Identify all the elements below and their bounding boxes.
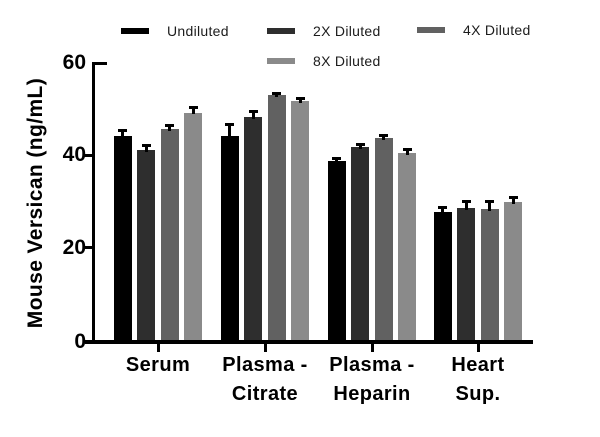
error-bar-cap bbox=[118, 129, 128, 133]
y-tick-label-40: 40 bbox=[62, 143, 86, 166]
error-bar-whisker bbox=[228, 124, 232, 138]
error-bar-cap bbox=[508, 195, 518, 199]
legend-swatch-4x-diluted bbox=[417, 27, 445, 33]
legend-item-4x-diluted: 4X Diluted bbox=[417, 22, 531, 38]
bar-plasma---citrate-1 bbox=[244, 117, 263, 340]
bar-heart-sup--2 bbox=[480, 208, 499, 340]
y-axis-title: Mouse Versican (ng/mL) bbox=[24, 77, 47, 329]
legend-label-undiluted: Undiluted bbox=[167, 23, 229, 39]
x-tick-mark-0 bbox=[156, 344, 160, 352]
error-bar-cap bbox=[485, 200, 495, 204]
y-axis-line bbox=[92, 62, 95, 343]
error-bar-whisker bbox=[144, 145, 148, 152]
legend-label-4x-diluted: 4X Diluted bbox=[463, 22, 531, 38]
error-bar-whisker bbox=[251, 111, 255, 120]
x-tick-mark-1 bbox=[263, 344, 267, 352]
legend-item-8x-diluted: 8X Diluted bbox=[267, 53, 381, 69]
error-bar-cap bbox=[402, 147, 412, 151]
bar-serum-2 bbox=[160, 128, 179, 340]
legend-label-2x-diluted: 2X Diluted bbox=[313, 23, 381, 39]
error-bar-cap bbox=[248, 110, 258, 114]
error-bar-whisker bbox=[405, 149, 409, 155]
bar-serum-1 bbox=[137, 149, 156, 340]
y-tick-label-60: 60 bbox=[62, 51, 86, 74]
error-bar-cap bbox=[438, 205, 448, 209]
x-axis-label-plasma---heparin: Plasma - Heparin bbox=[329, 354, 415, 405]
error-bar-whisker bbox=[441, 207, 445, 215]
error-bar-cap bbox=[188, 106, 198, 110]
bar-plasma---heparin-2 bbox=[374, 137, 393, 340]
x-tick-mark-3 bbox=[476, 344, 480, 352]
y-tick-label-0: 0 bbox=[74, 330, 86, 353]
error-bar-cap bbox=[165, 124, 175, 128]
x-axis-label-plasma---citrate: Plasma - Citrate bbox=[222, 354, 308, 405]
bar-heart-sup--1 bbox=[457, 207, 476, 340]
legend-label-8x-diluted: 8X Diluted bbox=[313, 53, 381, 69]
error-bar-whisker bbox=[488, 201, 492, 211]
x-axis-label-serum: Serum bbox=[125, 354, 191, 376]
legend-item-2x-diluted: 2X Diluted bbox=[267, 23, 381, 39]
legend-swatch-8x-diluted bbox=[267, 58, 295, 64]
error-bar-cap bbox=[141, 143, 151, 147]
legend-swatch-2x-diluted bbox=[267, 28, 295, 34]
error-bar-cap bbox=[295, 96, 305, 100]
error-bar-whisker bbox=[511, 197, 515, 204]
bar-heart-sup--0 bbox=[433, 212, 452, 340]
error-bar-cap bbox=[461, 200, 471, 204]
bar-plasma---citrate-0 bbox=[220, 135, 239, 340]
bar-heart-sup--3 bbox=[504, 201, 523, 340]
bar-serum-3 bbox=[184, 112, 203, 340]
y-tick-mark-60 bbox=[95, 62, 107, 65]
error-bar-whisker bbox=[298, 98, 302, 103]
bar-plasma---citrate-3 bbox=[291, 100, 310, 340]
error-bar-whisker bbox=[168, 125, 172, 131]
error-bar-cap bbox=[272, 91, 282, 95]
error-bar-cap bbox=[355, 142, 365, 146]
error-bar-whisker bbox=[191, 107, 195, 115]
x-axis-label-heart-sup-: Heart Sup. bbox=[451, 354, 505, 405]
x-axis-line bbox=[85, 340, 533, 344]
y-tick-mark-20 bbox=[84, 246, 93, 249]
error-bar-cap bbox=[379, 133, 389, 137]
error-bar-cap bbox=[225, 123, 235, 127]
bar-plasma---heparin-3 bbox=[398, 152, 417, 340]
bar-plasma---heparin-0 bbox=[327, 161, 346, 340]
bar-plasma---heparin-1 bbox=[351, 147, 370, 340]
error-bar-whisker bbox=[335, 158, 339, 164]
y-tick-label-20: 20 bbox=[62, 236, 86, 259]
error-bar-whisker bbox=[464, 201, 468, 210]
error-bar-cap bbox=[332, 156, 342, 160]
error-bar-whisker bbox=[121, 130, 125, 139]
x-tick-mark-2 bbox=[370, 344, 374, 352]
error-bar-whisker bbox=[382, 135, 386, 140]
legend-swatch-undiluted bbox=[121, 28, 149, 34]
error-bar-whisker bbox=[275, 93, 279, 98]
error-bar-whisker bbox=[358, 144, 362, 150]
legend-item-undiluted: Undiluted bbox=[121, 23, 229, 39]
bar-plasma---citrate-2 bbox=[267, 95, 286, 340]
bar-serum-0 bbox=[113, 136, 132, 340]
y-tick-mark-40 bbox=[84, 154, 93, 157]
